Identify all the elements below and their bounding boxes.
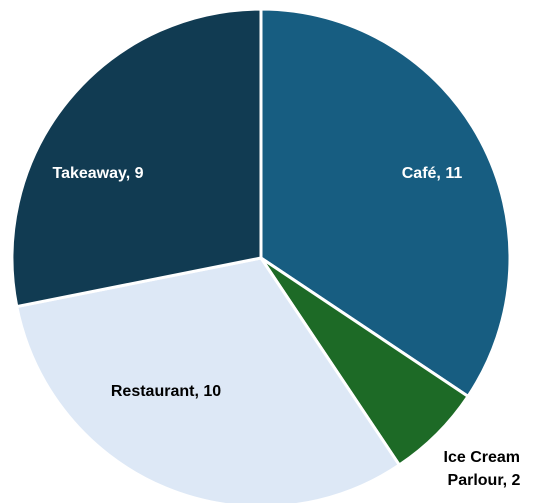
slice-label-ice-cream-parlour: Ice Cream Parlour, 2: [444, 449, 525, 489]
slice-label-ice-cream-line-2: Parlour, 2: [448, 472, 521, 489]
pie-slice-restaurant: [15, 256, 401, 503]
slice-label-restaurant: Restaurant, 10: [111, 383, 221, 400]
slice-label-ice-cream-line-1: Ice Cream: [444, 449, 521, 466]
pie-slices: [10, 7, 512, 503]
slice-label-cafe: Café, 11: [402, 165, 463, 182]
pie-slice-takeaway: [10, 7, 263, 309]
slice-label-takeaway: Takeaway, 9: [52, 165, 143, 182]
